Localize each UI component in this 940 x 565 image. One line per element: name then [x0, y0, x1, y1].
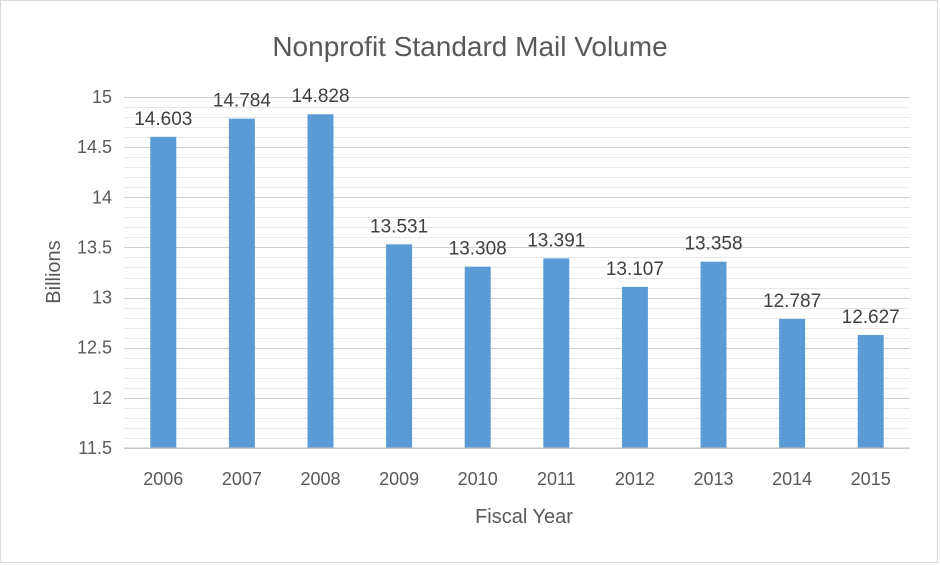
- y-tick-label: 14.5: [77, 137, 112, 157]
- x-tick-label: 2008: [300, 469, 340, 489]
- data-label: 12.627: [842, 307, 900, 328]
- bar: [857, 334, 884, 448]
- bar: [150, 136, 177, 449]
- y-tick-label: 13: [92, 288, 112, 308]
- y-tick-label: 12: [92, 388, 112, 408]
- x-tick-label: 2011: [537, 469, 576, 489]
- y-tick-label: 11.5: [78, 438, 112, 458]
- bar: [228, 118, 255, 448]
- data-labels: 14.603 14.784 14.828 13.531 13.308 13.391 13.1…: [134, 86, 900, 328]
- x-tick-label: 2007: [222, 469, 262, 489]
- bar: [464, 266, 491, 448]
- data-label: 14.603: [134, 109, 192, 130]
- data-label: 13.391: [527, 230, 585, 251]
- bar: [779, 318, 806, 448]
- y-tick-label: 13.5: [77, 237, 112, 257]
- data-label: 13.107: [606, 259, 664, 280]
- data-label: 12.787: [763, 291, 821, 312]
- y-tick-label: 14: [92, 187, 112, 207]
- bar: [386, 244, 413, 448]
- x-tick-label: 2013: [693, 469, 733, 489]
- data-label: 13.358: [684, 234, 742, 255]
- x-tick-label: 2006: [143, 469, 183, 489]
- bars: [150, 114, 884, 449]
- x-tick-label: 2010: [458, 469, 498, 489]
- bar: [307, 114, 334, 448]
- y-axis-title: Billions: [43, 240, 65, 303]
- x-tick-label: 2009: [379, 469, 419, 489]
- data-label: 13.531: [370, 216, 428, 237]
- bar: [543, 258, 570, 448]
- bar: [621, 286, 648, 448]
- data-label: 14.784: [213, 91, 272, 112]
- bar: [700, 261, 727, 448]
- x-tick-label: 2012: [615, 469, 655, 489]
- data-label: 14.828: [291, 86, 349, 107]
- y-tick-label: 15: [92, 87, 112, 107]
- data-label: 13.308: [449, 239, 507, 260]
- chart-title: Nonprofit Standard Mail Volume: [272, 31, 667, 62]
- x-tick-label: 2014: [772, 469, 812, 489]
- x-tick-label: 2015: [851, 469, 891, 489]
- y-axis-ticks: 11.5 12 12.5 13 13.5 14 14.5 15: [77, 87, 112, 458]
- x-axis-title: Fiscal Year: [475, 506, 573, 528]
- y-tick-label: 12.5: [77, 338, 112, 358]
- x-axis-ticks: 2006 2007 2008 2009 2010 2011 2012 2013 2014 2015: [143, 469, 890, 489]
